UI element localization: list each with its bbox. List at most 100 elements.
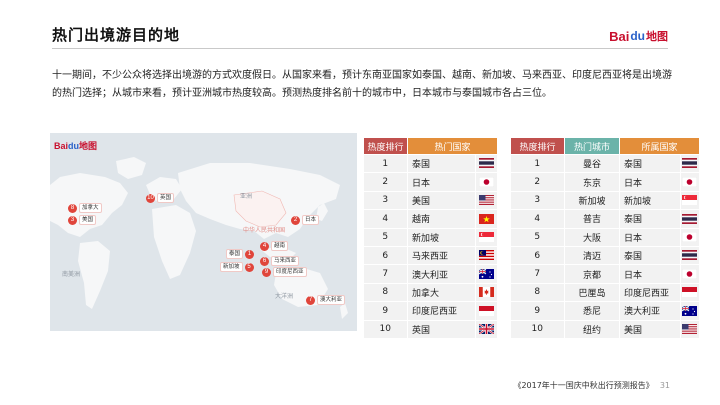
footer: 《2017年十一国庆中秋出行预测报告》 31 bbox=[513, 380, 670, 391]
japan-flag-icon bbox=[682, 176, 698, 187]
table-row: 7 澳大利亚 bbox=[363, 264, 498, 284]
japan-flag-icon bbox=[682, 268, 698, 279]
country-cell: 日本 bbox=[619, 228, 681, 247]
country-cell: 日本 bbox=[619, 264, 681, 284]
pin-rank: 8 bbox=[68, 203, 77, 213]
page-title: 热门出境游目的地 bbox=[52, 26, 181, 44]
map-label-asia: 亚洲 bbox=[240, 193, 253, 200]
pin-label: 澳大利亚 bbox=[317, 295, 346, 305]
country-cell: 泰国 bbox=[619, 209, 681, 229]
page-number: 31 bbox=[659, 381, 670, 390]
pin-rank: 10 bbox=[146, 193, 155, 203]
rank-cell: 5 bbox=[363, 228, 408, 247]
report-title: 《2017年十一国庆中秋出行预测报告》 bbox=[513, 381, 654, 390]
title-divider bbox=[52, 48, 668, 49]
australia-flag-icon bbox=[682, 305, 698, 316]
usa-flag-icon bbox=[682, 323, 698, 334]
pin-rank: 7 bbox=[306, 295, 315, 305]
singapore-flag-icon bbox=[479, 232, 495, 242]
country-cell: 美国 bbox=[407, 191, 477, 211]
baidu-map-logo: Bai du 地图 bbox=[609, 28, 668, 44]
map-paw-icon: du bbox=[68, 141, 80, 151]
japan-flag-icon bbox=[479, 176, 495, 187]
country-ranking-table: 热度排行 热门国家 1 泰国 2 日本 3 美国 4 越南 5 新加坡 6 马来西亚 7 澳大利亚 8 加拿大… bbox=[363, 137, 498, 339]
country-cell: 澳大利亚 bbox=[407, 264, 477, 284]
pin-label: 马来西亚 bbox=[271, 256, 300, 266]
rank-cell: 8 bbox=[363, 283, 408, 303]
pin-rank: 2 bbox=[291, 215, 300, 225]
japan-flag-icon bbox=[682, 232, 698, 242]
table-row: 1 泰国 bbox=[363, 154, 498, 174]
map-label-south-america: 南美洲 bbox=[62, 271, 81, 278]
rank-cell: 10 bbox=[510, 320, 565, 339]
header-rank: 热度排行 bbox=[363, 137, 408, 155]
table-row: 4 普吉 泰国 bbox=[510, 209, 701, 229]
malaysia-flag-icon bbox=[479, 250, 495, 261]
rank-cell: 1 bbox=[510, 154, 565, 174]
table-row: 5 大阪 日本 bbox=[510, 228, 701, 247]
rank-cell: 4 bbox=[510, 209, 565, 229]
rank-cell: 2 bbox=[363, 172, 408, 192]
indonesia-flag-icon bbox=[479, 305, 495, 316]
map-pin-japan[interactable]: 2 日本 bbox=[291, 215, 320, 225]
rank-cell: 2 bbox=[510, 172, 565, 192]
table-row: 8 巴厘岛 印度尼西亚 bbox=[510, 283, 701, 303]
map-pin-singapore[interactable]: 新加坡 5 bbox=[220, 262, 254, 272]
thailand-flag-icon bbox=[682, 213, 698, 224]
table-row: 7 京都 日本 bbox=[510, 264, 701, 284]
city-cell: 大阪 bbox=[564, 228, 620, 247]
table-row: 8 加拿大 bbox=[363, 283, 498, 303]
pin-rank: 1 bbox=[245, 249, 255, 259]
country-cell: 泰国 bbox=[407, 154, 477, 174]
country-cell: 印度尼西亚 bbox=[407, 301, 477, 321]
map-baidu-logo: Baidu地图 bbox=[54, 141, 98, 151]
rank-cell: 8 bbox=[510, 283, 565, 303]
table-row: 2 日本 bbox=[363, 172, 498, 192]
paw-icon: du bbox=[630, 29, 645, 43]
table-row: 10 纽约 美国 bbox=[510, 320, 701, 339]
city-cell: 曼谷 bbox=[564, 154, 620, 174]
pin-rank: 6 bbox=[260, 256, 269, 266]
map-pin-malaysia[interactable]: 6 马来西亚 bbox=[260, 256, 300, 266]
pin-rank: 9 bbox=[262, 267, 271, 277]
map-label-oceania: 大洋洲 bbox=[275, 293, 294, 300]
pin-label: 加拿大 bbox=[79, 203, 102, 213]
thailand-flag-icon bbox=[682, 158, 698, 169]
rank-cell: 7 bbox=[363, 264, 408, 284]
indonesia-flag-icon bbox=[682, 287, 698, 298]
city-ranking-table: 热度排行 热门城市 所属国家 1 曼谷 泰国 2 东京 日本 3 新加坡 新加坡 4 普吉 泰国 5 大阪… bbox=[510, 137, 701, 339]
rank-cell: 7 bbox=[510, 264, 565, 284]
map-pin-uk[interactable]: 10 英国 bbox=[146, 193, 175, 203]
pin-rank: 3 bbox=[68, 215, 77, 225]
australia-flag-icon bbox=[479, 268, 495, 279]
country-cell: 马来西亚 bbox=[407, 246, 477, 266]
country-cell: 新加坡 bbox=[619, 191, 681, 211]
rank-cell: 6 bbox=[363, 246, 408, 266]
map-pin-australia[interactable]: 7 澳大利亚 bbox=[306, 295, 346, 305]
brand-map-text: 地图 bbox=[646, 31, 668, 43]
pin-label: 美国 bbox=[79, 215, 97, 225]
country-cell: 泰国 bbox=[619, 154, 681, 174]
table-header-row: 热度排行 热门国家 bbox=[363, 137, 498, 155]
rank-cell: 10 bbox=[363, 320, 408, 339]
header-country: 所属国家 bbox=[619, 137, 700, 155]
map-pin-canada[interactable]: 8 加拿大 bbox=[68, 203, 102, 213]
rank-cell: 4 bbox=[363, 209, 408, 229]
singapore-flag-icon bbox=[682, 195, 698, 206]
table-row: 1 曼谷 泰国 bbox=[510, 154, 701, 174]
table-header-row: 热度排行 热门城市 所属国家 bbox=[510, 137, 700, 155]
country-cell: 印度尼西亚 bbox=[619, 283, 681, 303]
table-row: 5 新加坡 bbox=[363, 228, 498, 247]
thailand-flag-icon bbox=[682, 250, 698, 261]
rank-cell: 5 bbox=[510, 228, 565, 247]
city-cell: 清迈 bbox=[564, 246, 620, 266]
pin-rank: 4 bbox=[260, 241, 269, 251]
map-pin-vietnam[interactable]: 4 越南 bbox=[260, 241, 289, 251]
rank-cell: 3 bbox=[363, 191, 408, 211]
map-pin-usa[interactable]: 3 美国 bbox=[68, 215, 97, 225]
table-row: 9 印度尼西亚 bbox=[363, 301, 498, 321]
map-pin-thailand[interactable]: 泰国 1 bbox=[226, 249, 255, 259]
map-pin-indonesia[interactable]: 9 印度尼西亚 bbox=[262, 267, 307, 277]
header-country: 热门国家 bbox=[407, 137, 498, 155]
pin-rank: 5 bbox=[244, 262, 254, 272]
